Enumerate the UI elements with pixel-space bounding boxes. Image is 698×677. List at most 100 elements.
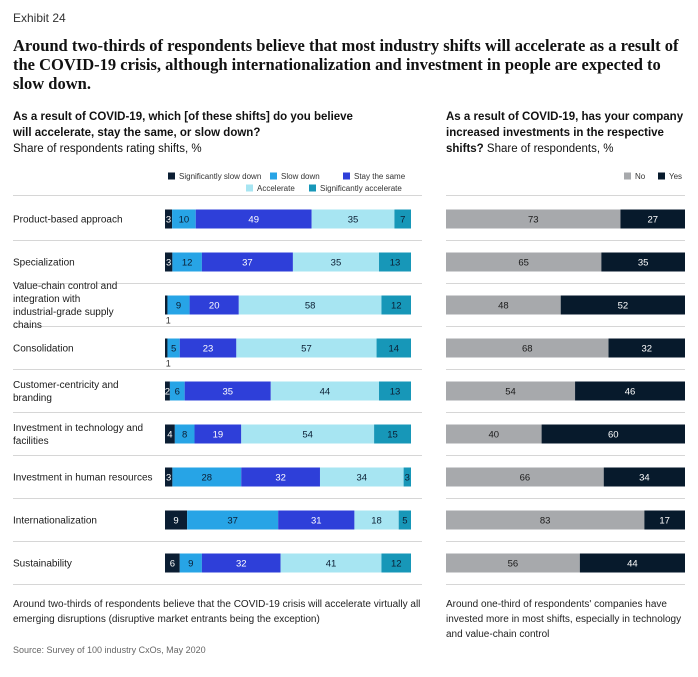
bar-segment-stay-the-same <box>194 424 242 444</box>
data-label-significantly-accelerate: 15 <box>387 430 398 441</box>
bar-segment-stay-the-same <box>184 381 271 401</box>
category-label: Specialization <box>13 258 75 269</box>
bar-segment-yes <box>620 209 685 229</box>
data-label-stay-the-same: 49 <box>248 215 259 226</box>
data-label-stay-the-same: 31 <box>311 516 322 527</box>
right-note: Around one-third of respondents' compani… <box>446 599 682 640</box>
legend-swatch-accelerate <box>246 184 253 192</box>
legend-label-significantly-slow-down: Significantly slow down <box>179 172 261 181</box>
bar-segment-yes <box>541 424 685 444</box>
data-label-accelerate: 58 <box>305 301 316 312</box>
bar-segment-significantly-accelerate <box>379 381 411 401</box>
bar-segment-stay-the-same <box>195 209 312 229</box>
bar-segment-accelerate <box>241 424 375 444</box>
data-label-no: 68 <box>522 344 533 355</box>
bar-segment-significantly-slow-down <box>165 252 173 272</box>
category-label: branding <box>13 393 52 404</box>
data-label-significantly-slow-down: 9 <box>173 516 178 527</box>
data-label-no: 73 <box>528 215 539 226</box>
data-label-significantly-accelerate: 13 <box>390 258 401 269</box>
data-label-significantly-slow-down: 4 <box>167 430 172 441</box>
data-label-slow-down: 6 <box>175 387 180 398</box>
data-label-significantly-slow-down: 1 <box>166 316 171 326</box>
data-label-no: 65 <box>518 258 529 269</box>
bar-segment-slow-down <box>172 252 202 272</box>
bar-segment-slow-down <box>167 295 190 315</box>
data-label-yes: 52 <box>618 301 629 312</box>
data-label-significantly-accelerate: 13 <box>390 387 401 398</box>
bar-segment-slow-down <box>167 338 180 358</box>
legend-swatch-slow-down <box>270 172 277 180</box>
bar-segment-slow-down <box>179 553 202 573</box>
data-label-stay-the-same: 19 <box>213 430 224 441</box>
bar-segment-slow-down <box>172 209 196 229</box>
data-label-accelerate: 35 <box>331 258 342 269</box>
data-label-accelerate: 18 <box>371 516 382 527</box>
bar-segment-significantly-slow-down <box>165 510 188 530</box>
bar-segment-significantly-accelerate <box>376 338 411 358</box>
data-label-slow-down: 37 <box>227 516 238 527</box>
bar-segment-stay-the-same <box>241 467 320 487</box>
bar-segment-no <box>446 553 580 573</box>
data-label-no: 54 <box>505 387 516 398</box>
bar-segment-yes <box>579 553 685 573</box>
bar-segment-accelerate <box>236 338 377 358</box>
bar-segment-yes <box>608 338 685 358</box>
data-label-significantly-accelerate: 12 <box>391 559 402 570</box>
bar-segment-accelerate <box>319 467 404 487</box>
category-label: Product-based approach <box>13 215 123 226</box>
data-label-accelerate: 54 <box>302 430 313 441</box>
left-note: Around two-thirds of respondents believe… <box>13 599 421 625</box>
bar-segment-no <box>446 338 609 358</box>
data-label-accelerate: 34 <box>357 473 368 484</box>
data-label-stay-the-same: 20 <box>209 301 220 312</box>
data-label-slow-down: 9 <box>176 301 181 312</box>
data-label-stay-the-same: 37 <box>242 258 253 269</box>
bar-segment-significantly-slow-down <box>165 338 168 358</box>
bar-segment-yes <box>560 295 685 315</box>
right-panel-header: As a result of COVID-19, has your compan… <box>446 109 691 157</box>
data-label-significantly-slow-down: 6 <box>170 559 175 570</box>
bar-segment-stay-the-same <box>179 338 237 358</box>
bar-segment-significantly-accelerate <box>403 467 411 487</box>
data-label-yes: 60 <box>608 430 619 441</box>
legend-swatch-yes <box>658 172 665 180</box>
data-label-no: 56 <box>508 559 519 570</box>
data-label-accelerate: 35 <box>348 215 359 226</box>
bar-segment-no <box>446 381 576 401</box>
category-label: Value-chain control and <box>13 281 117 292</box>
data-label-yes: 46 <box>625 387 636 398</box>
bar-segment-no <box>446 467 604 487</box>
category-label: Consolidation <box>13 344 74 355</box>
data-label-accelerate: 44 <box>320 387 331 398</box>
bar-segment-no <box>446 252 602 272</box>
data-label-significantly-slow-down: 3 <box>166 473 171 484</box>
legend-label-slow-down: Slow down <box>281 172 320 181</box>
data-label-no: 83 <box>540 516 551 527</box>
data-label-significantly-accelerate: 14 <box>388 344 399 355</box>
bar-segment-significantly-slow-down <box>165 424 175 444</box>
data-label-significantly-accelerate: 3 <box>405 473 410 484</box>
data-label-accelerate: 41 <box>326 559 337 570</box>
data-label-no: 66 <box>520 473 531 484</box>
bar-segment-stay-the-same <box>201 252 293 272</box>
bar-segment-accelerate <box>311 209 395 229</box>
category-label: Investment in technology and <box>13 423 143 434</box>
bar-segment-accelerate <box>270 381 380 401</box>
bar-segment-yes <box>601 252 685 272</box>
bar-segment-slow-down <box>172 467 242 487</box>
data-label-stay-the-same: 35 <box>222 387 233 398</box>
legend-swatch-stay-the-same <box>343 172 350 180</box>
bar-segment-accelerate <box>280 553 382 573</box>
bar-segment-slow-down <box>169 381 185 401</box>
bar-segment-no <box>446 209 621 229</box>
legend-label-significantly-accelerate: Significantly accelerate <box>320 184 402 193</box>
bar-segment-significantly-slow-down <box>165 295 168 315</box>
left-question: As a result of COVID-19, which [of these… <box>13 111 353 139</box>
data-label-yes: 35 <box>638 258 649 269</box>
data-label-significantly-slow-down: 3 <box>166 258 171 269</box>
bar-segment-slow-down <box>187 510 279 530</box>
data-label-no: 48 <box>498 301 509 312</box>
category-label: industrial-grade supply <box>13 307 114 318</box>
